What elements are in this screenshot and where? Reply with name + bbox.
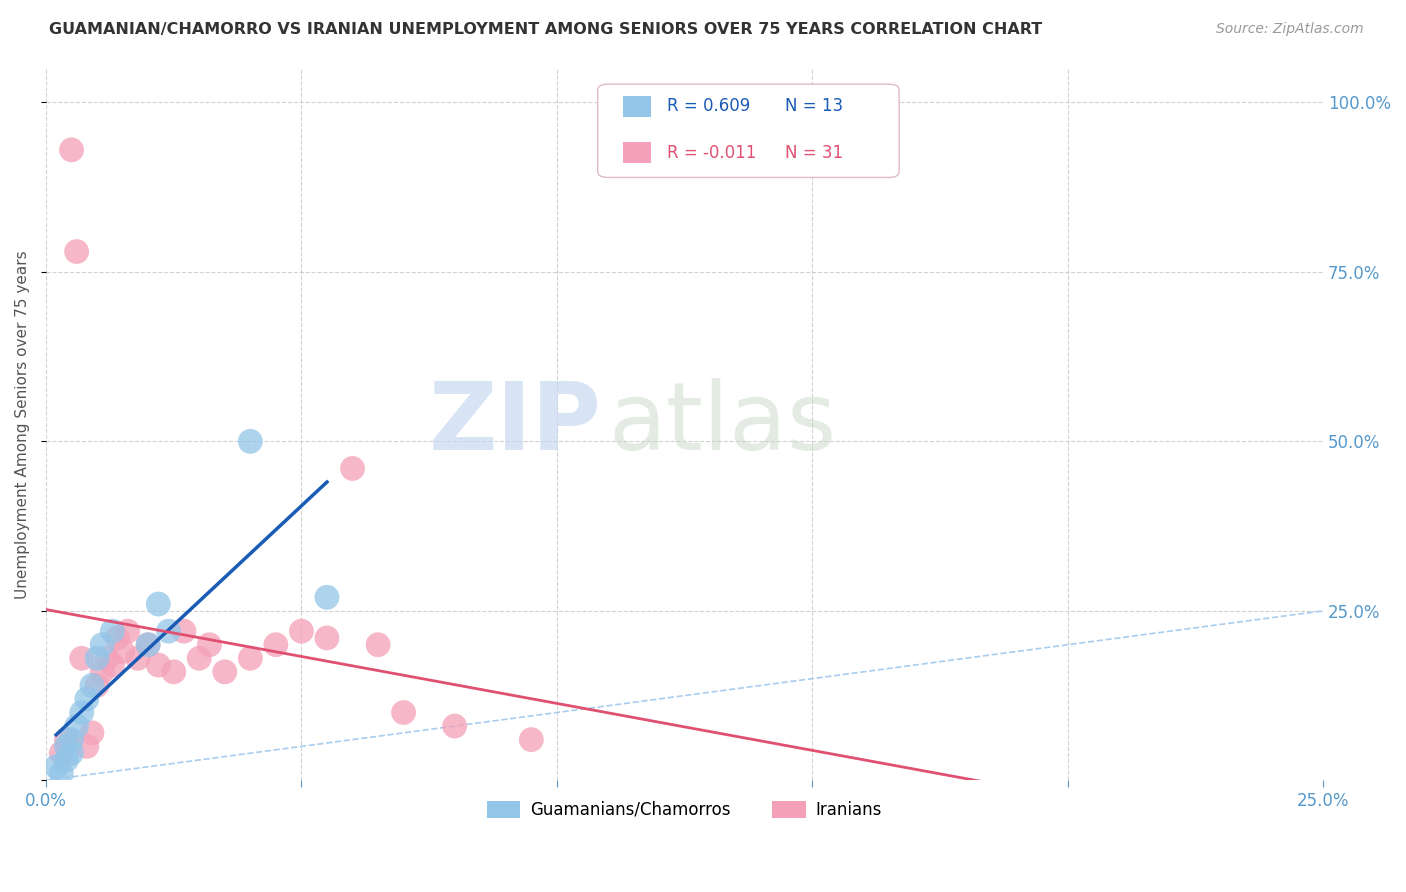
Point [101,624,124,639]
Point [163,665,186,679]
Point [51,746,73,760]
Point [86,651,108,665]
Point [173,624,195,639]
Point [76,692,98,706]
Point [51,766,73,780]
Text: ZIP: ZIP [429,378,602,470]
FancyBboxPatch shape [623,142,651,163]
Text: R = 0.609: R = 0.609 [666,97,749,115]
Point [342,461,364,475]
Point [65,719,87,733]
Text: N = 31: N = 31 [786,144,844,161]
Point [80,678,103,692]
Point [96,651,118,665]
Legend: Guamanians/Chamorros, Iranians: Guamanians/Chamorros, Iranians [481,794,889,825]
FancyBboxPatch shape [598,84,898,178]
Point [316,591,339,605]
Point [443,719,465,733]
Point [367,638,389,652]
Point [91,665,114,679]
Point [111,644,134,658]
Point [60,746,83,760]
Point [70,706,93,720]
Point [239,434,262,449]
Point [520,732,543,747]
Point [45,760,67,774]
Point [91,638,114,652]
Point [65,244,87,259]
Text: N = 13: N = 13 [786,97,844,115]
Point [136,638,159,652]
Point [55,739,77,754]
Point [80,726,103,740]
Point [264,638,287,652]
Text: GUAMANIAN/CHAMORRO VS IRANIAN UNEMPLOYMENT AMONG SENIORS OVER 75 YEARS CORRELATI: GUAMANIAN/CHAMORRO VS IRANIAN UNEMPLOYME… [49,22,1042,37]
Point [86,678,108,692]
Point [239,651,262,665]
Point [290,624,312,639]
Point [214,665,236,679]
Point [188,651,211,665]
Point [101,658,124,673]
Point [198,638,221,652]
Point [136,638,159,652]
Point [60,143,83,157]
Point [107,631,129,645]
Point [117,624,139,639]
Point [148,658,170,673]
FancyBboxPatch shape [623,95,651,117]
Point [60,732,83,747]
Y-axis label: Unemployment Among Seniors over 75 years: Unemployment Among Seniors over 75 years [15,250,30,599]
Point [55,732,77,747]
Text: R = -0.011: R = -0.011 [666,144,756,161]
Point [148,597,170,611]
Point [70,651,93,665]
Text: atlas: atlas [607,378,837,470]
Point [392,706,415,720]
Point [127,651,149,665]
Point [157,624,180,639]
Point [76,739,98,754]
Text: Source: ZipAtlas.com: Source: ZipAtlas.com [1216,22,1364,37]
Point [316,631,339,645]
Point [55,753,77,767]
